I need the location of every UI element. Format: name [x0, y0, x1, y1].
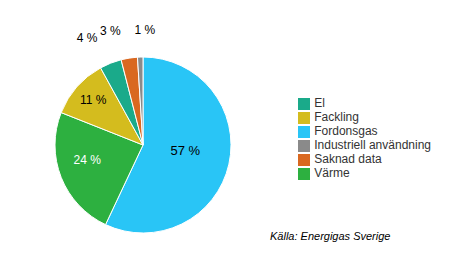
html-text:Värme: Värme: [314, 166, 350, 180]
html-text:El: El: [314, 96, 325, 110]
svg-text:57 %: 57 %: [170, 143, 200, 158]
svg-text:3 %: 3 %: [100, 24, 121, 38]
svg-text:4 %: 4 %: [77, 31, 98, 45]
svg-text:11 %: 11 %: [80, 93, 107, 107]
html-text:Industriell användning: Industriell användning: [314, 138, 431, 152]
html-text:Fackling: Fackling: [314, 110, 359, 124]
svg-text:24 %: 24 %: [74, 153, 102, 167]
html-text:Källa: Energigas Sverige: Källa: Energigas Sverige: [270, 230, 391, 242]
svg-text:1 %: 1 %: [135, 23, 156, 37]
html-text:Fordonsgas: Fordonsgas: [314, 124, 378, 138]
html-text:Saknad data: Saknad data: [314, 152, 382, 166]
